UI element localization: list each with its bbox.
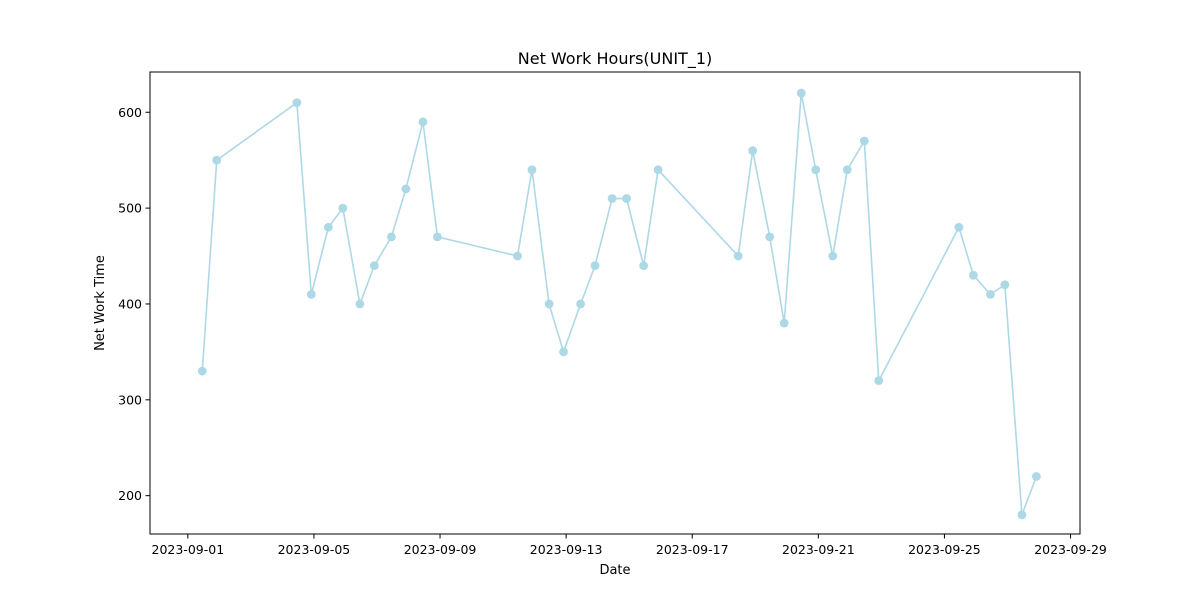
x-tick-label: 2023-09-17 xyxy=(656,542,729,557)
y-tick-label: 400 xyxy=(118,296,142,311)
data-point xyxy=(418,117,428,127)
x-axis-label: Date xyxy=(599,563,630,578)
data-point xyxy=(513,251,522,261)
data-point xyxy=(212,155,222,165)
x-axis-ticks: 2023-09-01 2023-09-05 2023-09-09 2023-09-13… xyxy=(152,534,1107,557)
series-line xyxy=(201,92,1038,516)
y-tick-label: 300 xyxy=(118,392,142,407)
x-tick-label: 2023-09-05 xyxy=(278,542,351,557)
data-point xyxy=(306,289,316,299)
data-point xyxy=(859,136,869,146)
data-point xyxy=(653,165,663,175)
plot-area-frame xyxy=(149,71,1081,535)
chart-title: Net Work Hours(UNIT_1) xyxy=(518,49,712,69)
x-tick-label: 2023-09-01 xyxy=(152,542,225,557)
y-axis-label: Net Work Time xyxy=(93,255,108,351)
data-point xyxy=(1017,510,1027,520)
data-point xyxy=(954,222,964,232)
data-point xyxy=(748,146,758,155)
data-point xyxy=(527,165,537,175)
data-point xyxy=(387,232,396,242)
series-layer xyxy=(197,88,1041,520)
data-point xyxy=(292,98,302,108)
data-point xyxy=(733,251,743,261)
x-tick-label: 2023-09-29 xyxy=(1034,542,1107,557)
data-point xyxy=(796,88,806,98)
data-point xyxy=(1031,472,1041,481)
data-point xyxy=(559,347,568,357)
x-tick-label: 2023-09-25 xyxy=(908,542,981,557)
data-point xyxy=(590,261,600,271)
data-point xyxy=(842,165,852,175)
data-point xyxy=(874,376,884,386)
data-point xyxy=(639,261,649,271)
x-tick-label: 2023-09-21 xyxy=(782,542,855,557)
y-axis-ticks: 200 300 400 500 600 xyxy=(118,105,150,503)
data-point xyxy=(811,165,821,175)
data-point xyxy=(986,289,995,299)
data-point xyxy=(968,270,978,280)
data-point xyxy=(622,194,631,203)
data-point xyxy=(576,299,585,309)
data-point xyxy=(355,299,365,309)
data-point xyxy=(197,366,207,376)
data-point xyxy=(607,194,617,203)
y-tick-label: 500 xyxy=(118,201,142,216)
data-point xyxy=(369,261,379,271)
x-tick-label: 2023-09-13 xyxy=(530,542,603,557)
data-point xyxy=(828,251,838,261)
data-point xyxy=(765,232,775,242)
data-point xyxy=(433,232,442,242)
data-point xyxy=(401,184,411,194)
data-point xyxy=(323,222,333,232)
data-point xyxy=(779,318,789,328)
data-point xyxy=(338,203,348,213)
data-point xyxy=(544,299,554,309)
y-tick-label: 600 xyxy=(118,105,142,120)
data-point xyxy=(1000,280,1010,290)
y-tick-label: 200 xyxy=(118,488,142,503)
x-tick-label: 2023-09-09 xyxy=(404,542,477,557)
